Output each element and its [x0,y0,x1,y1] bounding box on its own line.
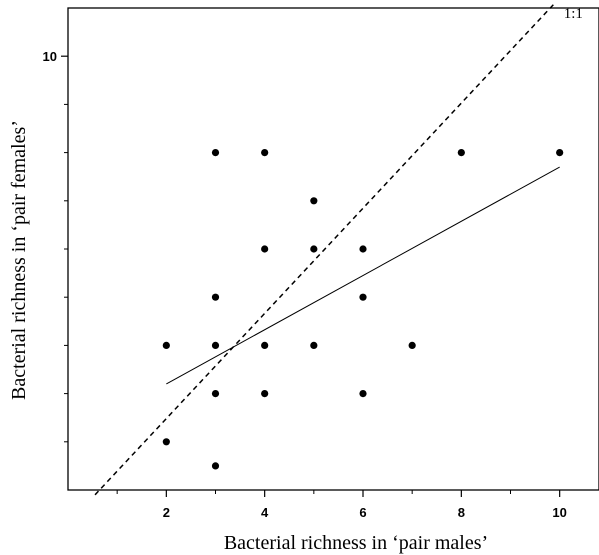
x-axis-label: Bacterial richness in ‘pair males’ [224,532,488,554]
data-point [211,341,220,349]
data-point [211,462,220,470]
x-tick-label-6: 6 [359,505,366,520]
data-points [162,149,564,470]
data-point [310,341,318,349]
x-tick-label-2: 2 [163,505,170,520]
data-point [359,245,367,253]
y-axis-label: Bacterial richness in ‘pair females’ [8,120,30,400]
x-axis-ticks: 2 4 6 8 10 [116,490,567,520]
data-point [162,438,170,446]
one-to-one-line [94,2,556,496]
data-point [261,245,269,253]
data-point [359,293,367,301]
data-point [261,341,269,349]
data-point [457,149,465,157]
data-point [261,390,269,398]
data-point [310,245,318,253]
x-tick-label-4: 4 [261,505,269,520]
data-point [211,149,220,157]
y-axis-ticks: 10 [43,49,68,443]
data-point [261,149,269,157]
y-tick-label-10: 10 [43,49,57,64]
one-to-one-label: 1:1 [564,6,583,22]
data-point [211,390,220,398]
x-tick-label-8: 8 [458,505,465,520]
data-point [556,149,564,157]
data-point [211,293,220,301]
data-point [310,197,318,205]
regression-line [166,166,560,385]
x-tick-label-10: 10 [552,505,566,520]
data-point [359,390,367,398]
data-point [162,341,170,349]
plot-frame [67,7,599,491]
reference-lines: 1:1 [94,2,583,496]
data-point [408,341,416,349]
